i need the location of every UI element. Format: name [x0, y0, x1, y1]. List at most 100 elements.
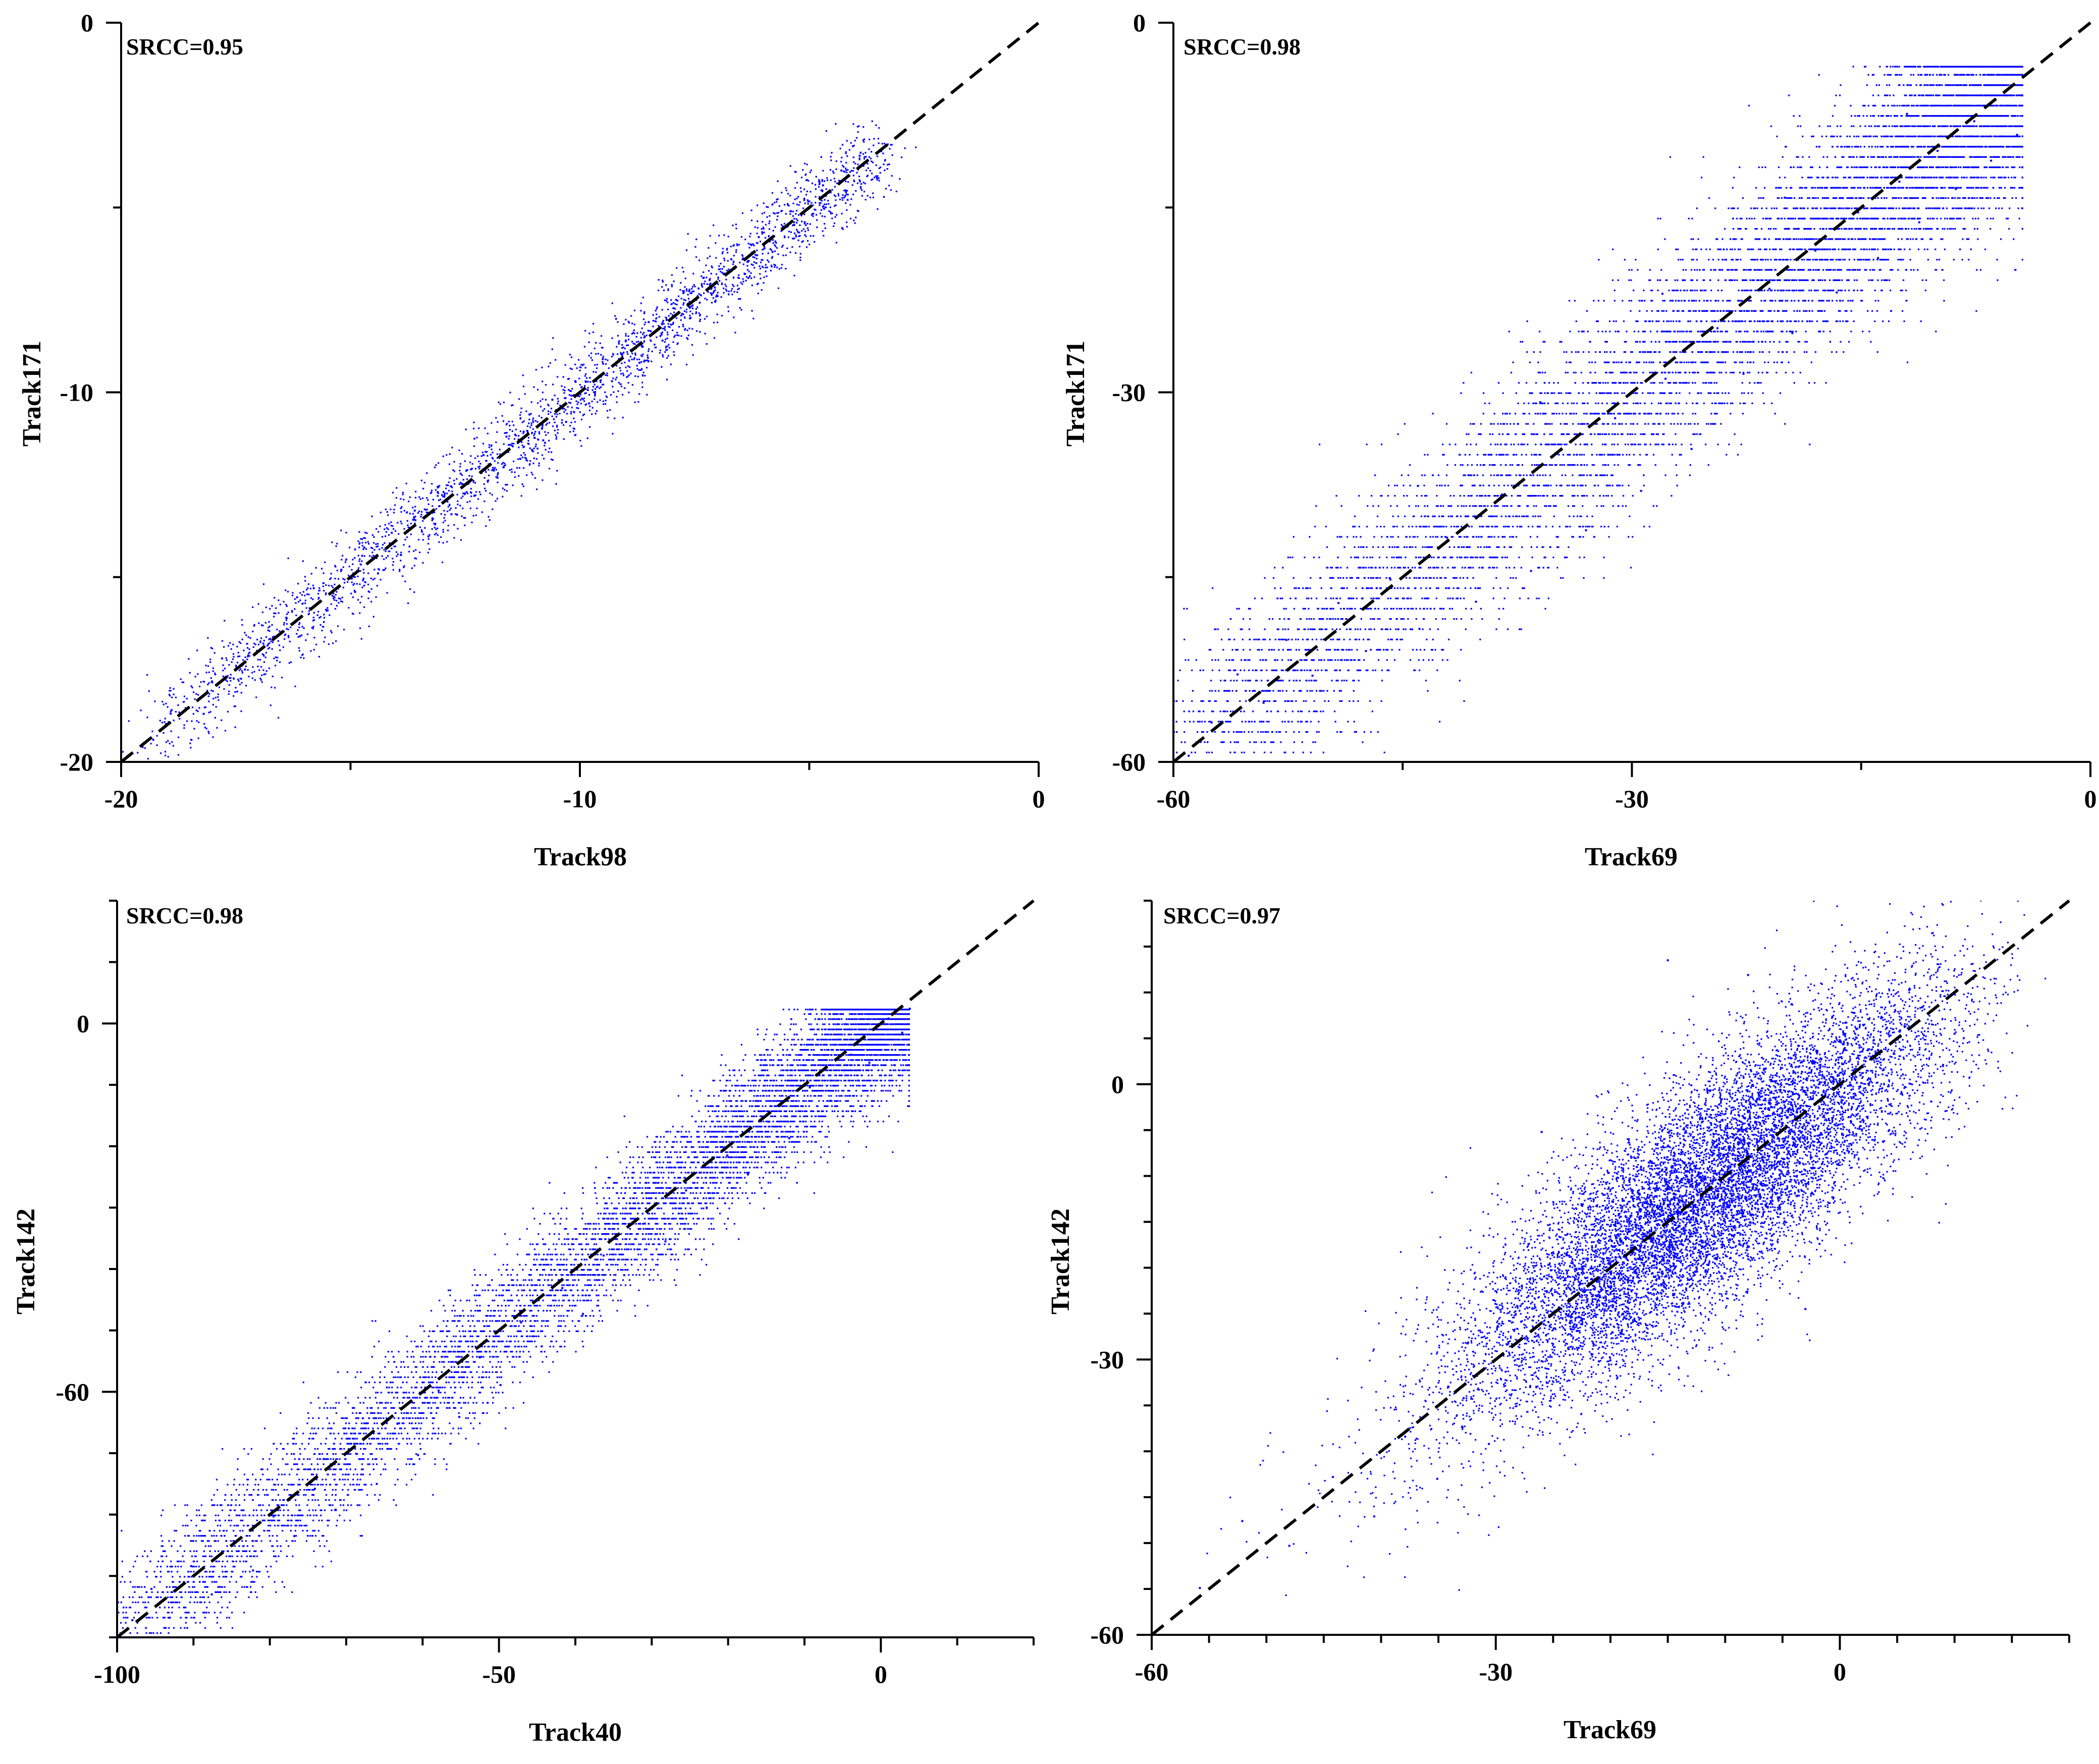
scatter-point: [844, 189, 847, 191]
scatter-point: [684, 317, 686, 319]
scatter-point: [1506, 423, 1508, 425]
scatter-point: [868, 148, 870, 150]
scatter-point: [794, 187, 796, 189]
scatter-point: [210, 647, 212, 649]
scatter-point: [570, 395, 572, 397]
scatter-point: [763, 232, 765, 234]
scatter-point: [396, 551, 398, 553]
data-point: [758, 236, 760, 238]
scatter-point: [1249, 690, 1251, 692]
scatter-point: [803, 188, 805, 190]
scatter-point: [1773, 361, 1775, 363]
scatter-point: [1689, 474, 1691, 476]
scatter-point: [1890, 290, 1892, 292]
scatter-point: [484, 487, 486, 489]
scatter-point: [811, 202, 813, 204]
scatter-point: [1222, 649, 1224, 651]
scatter-point: [279, 649, 281, 651]
scatter-point: [1679, 392, 1681, 394]
scatter-point: [823, 235, 825, 237]
scatter-point: [792, 215, 794, 217]
scatter-point: [1496, 546, 1498, 548]
scatter-point: [1466, 546, 1468, 548]
scatter-point: [667, 345, 669, 348]
scatter-point: [1523, 402, 1525, 404]
scatter-point: [491, 449, 493, 451]
scatter-point: [1810, 361, 1812, 363]
scatter-point: [750, 272, 752, 274]
scatter-point: [865, 199, 867, 201]
scatter-point: [257, 658, 259, 660]
scatter-point: [685, 308, 688, 310]
scatter-point: [333, 597, 335, 599]
scatter-point: [647, 361, 650, 363]
scatter-point: [1631, 269, 1633, 271]
scatter-point: [790, 231, 792, 233]
scatter-point: [634, 352, 636, 354]
scatter-point: [664, 299, 666, 301]
scatter-point: [582, 414, 584, 416]
scatter-point: [832, 171, 834, 173]
scatter-point: [767, 259, 769, 261]
scatter-point: [551, 415, 553, 417]
data-point: [413, 509, 416, 512]
scatter-point: [774, 244, 776, 246]
scatter-point: [294, 608, 296, 610]
scatter-point: [335, 594, 337, 596]
scatter-point: [1869, 269, 1871, 271]
scatter-point: [1725, 392, 1727, 394]
scatter-point: [603, 383, 605, 385]
scatter-point: [899, 178, 901, 180]
scatter-point: [1756, 330, 1758, 333]
scatter-point: [612, 385, 614, 388]
scatter-point: [399, 570, 401, 572]
scatter-point: [1408, 597, 1410, 599]
scatter-point: [513, 438, 516, 440]
scatter-point: [497, 421, 499, 423]
scatter-point: [380, 579, 382, 581]
scatter-point: [830, 179, 832, 181]
scatter-point: [1946, 207, 1948, 209]
scatter-point: [1329, 577, 1331, 579]
scatter-point: [373, 542, 375, 544]
scatter-point: [1887, 94, 1889, 96]
scatter-point: [435, 464, 437, 466]
scatter-point: [420, 514, 422, 516]
scatter-point: [815, 188, 817, 190]
scatter-point: [460, 497, 462, 499]
scatter-point: [891, 175, 893, 177]
scatter-point: [862, 153, 864, 155]
scatter-point: [806, 227, 809, 229]
scatter-point: [1417, 505, 1419, 507]
scatter-point: [568, 402, 570, 404]
scatter-point: [410, 523, 412, 525]
scatter-point: [562, 389, 564, 391]
scatter-point: [277, 656, 279, 658]
scatter-point: [444, 496, 446, 498]
scatter-point: [1214, 659, 1216, 661]
scatter-point: [261, 674, 263, 676]
scatter-point: [1786, 187, 1788, 189]
scatter-point: [563, 392, 565, 394]
scatter-point: [726, 290, 728, 292]
scatter-point: [814, 241, 816, 243]
scatter-point: [492, 458, 494, 460]
scatter-point: [544, 408, 546, 410]
scatter-point: [241, 670, 243, 672]
scatter-point: [1814, 187, 1816, 189]
scatter-point: [535, 444, 537, 446]
scatter-point: [1791, 330, 1793, 333]
scatter-point: [826, 179, 829, 181]
scatter-point: [792, 225, 794, 227]
scatter-point: [1310, 628, 1312, 630]
scatter-point: [1912, 197, 1914, 199]
scatter-point: [229, 642, 231, 644]
scatter-point: [636, 332, 638, 334]
scatter-point: [601, 335, 603, 337]
scatter-point: [841, 197, 843, 199]
scatter-point: [638, 369, 640, 371]
scatter-point: [806, 179, 808, 181]
scatter-point: [462, 508, 464, 510]
scatter-point: [259, 641, 261, 643]
scatter-point: [670, 323, 672, 325]
